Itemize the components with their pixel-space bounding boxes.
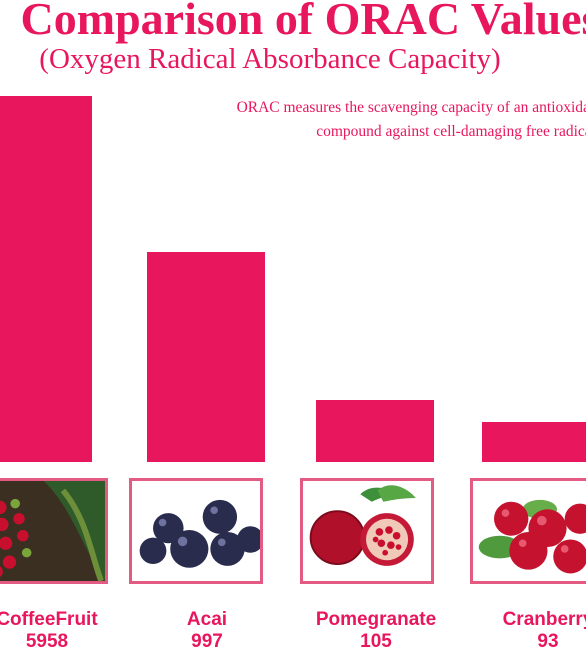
category-value: 5958 (25, 631, 69, 652)
chart-subtitle: (Oxygen Radical Absorbance Capacity) (39, 43, 501, 75)
orac-annotation: ORAC measures the scavenging capacity of… (122, 96, 586, 144)
category-name: Pomegranate (315, 609, 437, 630)
chart-title: Comparison of ORAC Values (20, 0, 586, 44)
category-label: CoffeeFruit 5958 (0, 609, 137, 653)
category-value: 93 (537, 631, 559, 652)
bar-coffeefruit (0, 96, 92, 462)
category-label: Pomegranate 105 (286, 609, 466, 653)
pomegranate-photo (300, 478, 434, 584)
bar-acai (147, 252, 265, 462)
category-name: Cranberry (502, 609, 586, 630)
cranberry-photo (470, 478, 586, 584)
annotation-line-2: compound against cell-damaging free radi… (316, 123, 586, 140)
acai-berries-photo (129, 478, 263, 584)
category-value: 105 (360, 631, 392, 652)
coffee-fruit-photo (0, 478, 108, 584)
bar-chart (0, 96, 586, 462)
category-name: CoffeeFruit (0, 609, 98, 630)
category-label: Acai 997 (117, 609, 297, 653)
bar-cranberry (482, 422, 586, 462)
annotation-line-1: ORAC measures the scavenging capacity of… (236, 99, 586, 116)
category-value: 997 (191, 631, 223, 652)
category-label: Cranberry 93 (458, 609, 586, 653)
category-name: Acai (186, 609, 228, 630)
bar-pomegranate (316, 400, 434, 462)
